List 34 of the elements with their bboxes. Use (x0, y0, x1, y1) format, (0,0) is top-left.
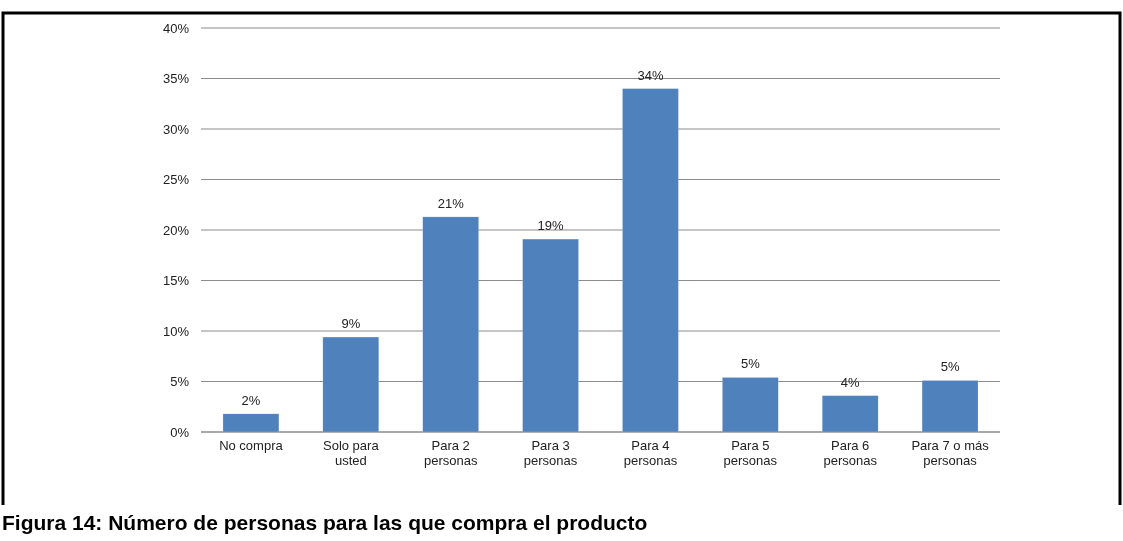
x-tick-label: No compra (219, 438, 284, 453)
y-tick-label: 30% (162, 121, 190, 137)
y-tick-label: 35% (162, 71, 190, 87)
data-label: 34% (637, 67, 664, 83)
x-tick-label: Para 2 personas (423, 438, 478, 468)
bar (522, 238, 579, 433)
y-tick-label: 10% (162, 323, 190, 339)
data-label: 21% (437, 195, 465, 211)
data-label: 9% (341, 316, 361, 332)
data-label: 5% (940, 359, 960, 375)
y-tick-label: 25% (162, 172, 190, 188)
x-tick-label: Solo para usted (322, 438, 380, 468)
text: Figura 14: Número de personas para las que compra el producto (2, 511, 648, 534)
bar (322, 336, 380, 433)
y-tick-label: 5% (170, 374, 190, 390)
data-label: 19% (537, 218, 565, 234)
y-tick-label: 20% (162, 222, 190, 238)
y-tick-label: 0% (170, 424, 190, 440)
x-tick-label: Para 3 personas (523, 438, 578, 468)
bar (622, 88, 679, 433)
bar (921, 380, 979, 433)
x-tick-label: Para 6 personas (823, 438, 878, 468)
x-tick-label: Para 7 o más personas (911, 438, 990, 468)
y-tick-label: 15% (162, 273, 190, 289)
data-label: 4% (840, 374, 861, 390)
bar (821, 395, 879, 433)
data-label: 2% (241, 392, 261, 408)
bar (222, 413, 280, 433)
data-label: 5% (740, 356, 761, 372)
x-tick-label: Para 5 personas (723, 438, 778, 468)
y-tick-label: 40% (162, 20, 190, 36)
x-tick-label: Para 4 personas (623, 438, 678, 468)
bar (422, 216, 479, 433)
bar (722, 377, 779, 433)
